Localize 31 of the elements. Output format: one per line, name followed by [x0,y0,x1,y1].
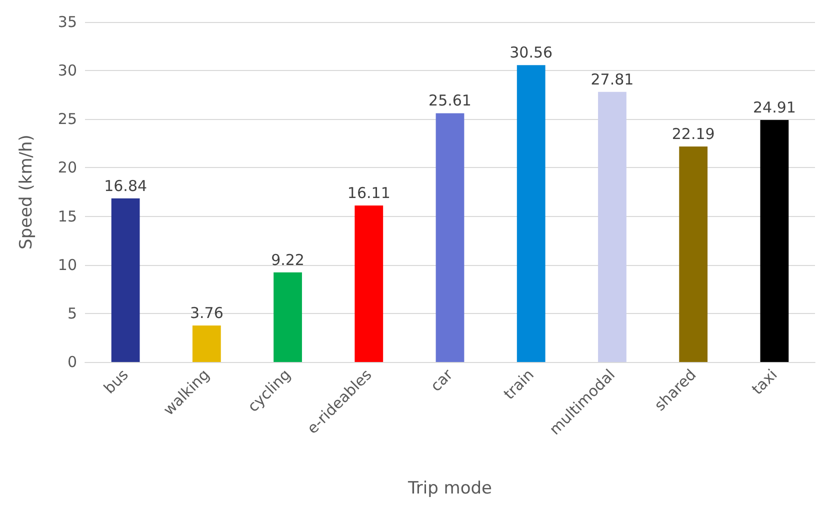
y-tick-label: 30 [58,62,77,80]
bar [436,113,464,362]
data-label: 9.22 [271,250,304,269]
y-tick-label: 20 [58,158,77,177]
y-tick-label: 25 [58,110,77,128]
bar [679,146,708,362]
data-label: 24.91 [752,98,796,117]
data-label: 30.56 [510,44,553,62]
y-tick-label: 5 [67,304,77,322]
bar [598,92,626,362]
y-tick-label: 10 [58,256,77,274]
bar [111,198,140,362]
bar [274,272,302,362]
data-label: 22.19 [672,124,715,143]
bar [192,325,221,362]
x-tick-label: taxi [748,366,781,398]
bar [516,65,546,362]
x-axis-title: Trip mode [406,478,492,498]
bar [354,206,384,362]
y-tick-label: 0 [67,353,77,371]
data-label: 3.76 [190,304,224,322]
data-label: 16.11 [347,184,390,202]
y-axis-title: Speed (km/h) [16,134,36,250]
data-label: 16.84 [104,176,148,195]
x-tick-label: bus [100,366,132,398]
data-label: 27.81 [590,70,634,88]
x-tick-label: car [426,365,457,396]
y-tick-label: 15 [58,207,77,226]
y-tick-label: 35 [58,13,77,31]
bar [760,120,789,362]
data-label: 25.61 [428,92,472,110]
